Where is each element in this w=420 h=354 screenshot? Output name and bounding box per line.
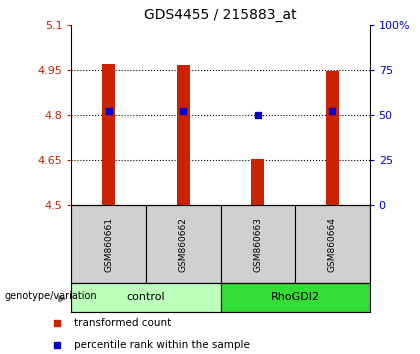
Bar	[220, 283, 370, 312]
Bar	[71, 283, 220, 312]
Text: control: control	[127, 292, 165, 302]
Text: GSM860661: GSM860661	[104, 217, 113, 272]
Bar	[251, 159, 265, 205]
Text: GSM860664: GSM860664	[328, 217, 337, 272]
Text: GSM860663: GSM860663	[253, 217, 262, 272]
Bar	[176, 65, 190, 205]
Bar	[71, 205, 146, 283]
Title: GDS4455 / 215883_at: GDS4455 / 215883_at	[144, 8, 297, 22]
Text: RhoGDI2: RhoGDI2	[270, 292, 320, 302]
Bar	[102, 64, 116, 205]
Text: genotype/variation: genotype/variation	[4, 291, 97, 301]
Text: percentile rank within the sample: percentile rank within the sample	[74, 339, 250, 350]
Text: transformed count: transformed count	[74, 318, 171, 329]
Bar	[146, 205, 220, 283]
Bar	[326, 70, 339, 205]
Text: GSM860662: GSM860662	[179, 217, 188, 272]
Bar	[295, 205, 370, 283]
Bar	[220, 205, 295, 283]
